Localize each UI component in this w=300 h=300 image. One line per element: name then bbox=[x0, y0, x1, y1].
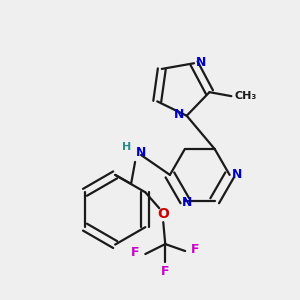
Text: F: F bbox=[191, 242, 200, 256]
Text: F: F bbox=[161, 266, 170, 278]
Text: N: N bbox=[136, 146, 146, 160]
Text: F: F bbox=[131, 245, 140, 259]
Text: O: O bbox=[157, 207, 169, 221]
Text: CH₃: CH₃ bbox=[234, 91, 256, 101]
Text: N: N bbox=[231, 168, 242, 182]
Text: N: N bbox=[182, 196, 192, 209]
Text: N: N bbox=[196, 56, 206, 69]
Text: H: H bbox=[122, 142, 132, 152]
Text: N: N bbox=[173, 108, 184, 121]
